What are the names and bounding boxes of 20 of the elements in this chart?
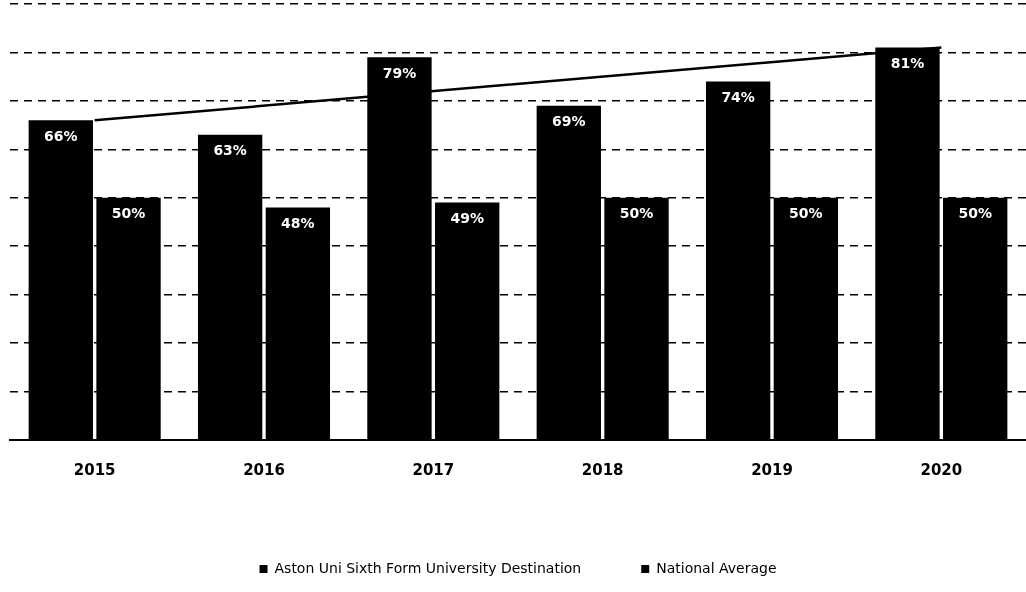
data-label: 74% bbox=[721, 89, 755, 106]
data-label: 50% bbox=[958, 205, 992, 222]
x-tick-label: 2019 bbox=[751, 460, 793, 479]
x-tick-label: 2015 bbox=[73, 460, 116, 479]
x-tick-label: 2018 bbox=[581, 460, 624, 479]
x-tick-label: 2016 bbox=[243, 460, 285, 479]
data-label: 50% bbox=[111, 205, 146, 222]
x-tick-label: 2017 bbox=[412, 460, 455, 479]
data-label: 50% bbox=[619, 205, 654, 222]
data-label: 50% bbox=[789, 205, 823, 222]
legend-label: Aston Uni Sixth Form University Destination bbox=[274, 559, 582, 576]
data-label: 49% bbox=[450, 210, 484, 227]
data-label: 63% bbox=[213, 142, 247, 159]
legend-label: National Average bbox=[656, 559, 777, 576]
data-label: 81% bbox=[890, 55, 925, 72]
data-label: 69% bbox=[552, 113, 586, 130]
data-label: 48% bbox=[281, 215, 315, 232]
data-label: 66% bbox=[44, 127, 78, 144]
data-label: 79% bbox=[382, 64, 417, 81]
x-tick-label: 2020 bbox=[920, 460, 963, 479]
